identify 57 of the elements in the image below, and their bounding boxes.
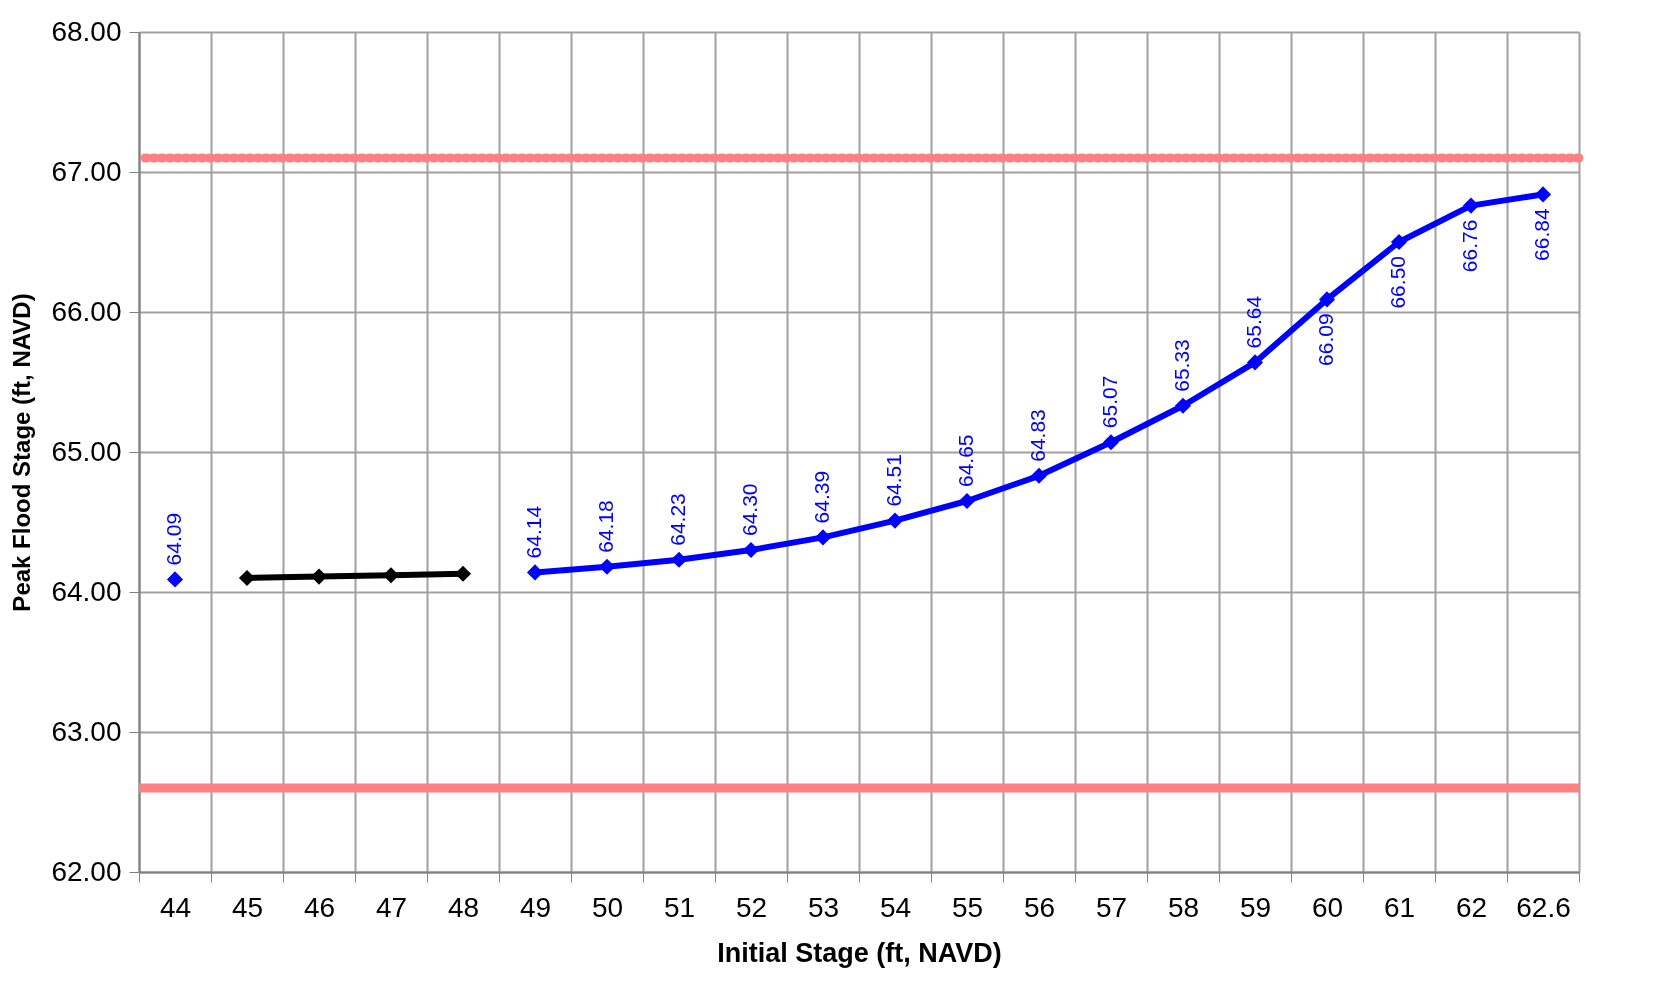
point xyxy=(1390,233,1408,251)
x-tick-label: 53 xyxy=(807,891,840,923)
x-tick-label: 56 xyxy=(1023,891,1056,923)
y-axis-title: Peak Flood Stage (ft, NAVD) xyxy=(8,293,36,612)
point xyxy=(1030,467,1048,484)
y-tick-label: 67.00 xyxy=(51,155,122,187)
data-label: 65.33 xyxy=(1170,339,1193,392)
point xyxy=(1462,197,1480,214)
x-axis-title: Initial Stage (ft, NAVD) xyxy=(717,937,1002,968)
data-label: 64.30 xyxy=(738,483,761,536)
point xyxy=(814,529,832,546)
x-tick-label: 61 xyxy=(1383,891,1416,923)
x-tick-label: 49 xyxy=(519,891,552,923)
y-tick-label: 64.00 xyxy=(51,575,122,607)
x-tick-label: 54 xyxy=(879,891,912,923)
data-label: 66.84 xyxy=(1530,208,1553,261)
data-label: 64.23 xyxy=(666,493,689,546)
data-label: 66.76 xyxy=(1458,219,1481,273)
data-label: 66.09 xyxy=(1314,313,1337,366)
x-tick-label: 47 xyxy=(375,891,408,923)
x-tick-label: 48 xyxy=(447,891,480,923)
data-label: 66.50 xyxy=(1386,256,1409,309)
x-tick-label: 58 xyxy=(1167,891,1200,923)
y-tick-label: 62.00 xyxy=(51,855,122,887)
point xyxy=(1246,354,1264,371)
x-tick-label: 46 xyxy=(303,891,336,923)
x-tick-label: 51 xyxy=(663,891,696,923)
x-tick-label: 45 xyxy=(231,891,264,923)
point xyxy=(958,492,976,510)
data-label: 64.14 xyxy=(522,505,545,559)
y-tick-label: 65.00 xyxy=(51,435,122,467)
data-label: 64.39 xyxy=(810,470,833,524)
data-label: 64.65 xyxy=(954,434,977,487)
point xyxy=(1174,397,1192,414)
data-label: 65.07 xyxy=(1098,375,1121,429)
point xyxy=(1534,186,1552,203)
x-tick-label: 55 xyxy=(951,891,984,923)
y-tick-label: 66.00 xyxy=(51,295,122,327)
data-label: 64.83 xyxy=(1026,409,1049,462)
x-tick-label: 60 xyxy=(1311,891,1344,923)
x-tick-label: 50 xyxy=(591,891,624,923)
point xyxy=(166,571,184,588)
x-tick-label: 44 xyxy=(159,891,192,923)
x-tick-label: 62.6 xyxy=(1516,891,1571,923)
point xyxy=(886,512,904,529)
data-label: 64.51 xyxy=(882,454,905,507)
data-label: 64.18 xyxy=(594,500,617,553)
data-label: 64.09 xyxy=(162,512,185,566)
x-tick-label: 52 xyxy=(735,891,768,923)
x-tick-label: 59 xyxy=(1239,891,1272,923)
data-label: 65.64 xyxy=(1242,295,1265,349)
point xyxy=(1102,434,1120,451)
y-tick-label: 63.00 xyxy=(51,715,122,747)
x-tick-label: 57 xyxy=(1095,891,1128,923)
y-tick-label: 68.00 xyxy=(51,15,122,47)
point xyxy=(1318,291,1336,308)
x-tick-label: 62 xyxy=(1455,891,1488,923)
